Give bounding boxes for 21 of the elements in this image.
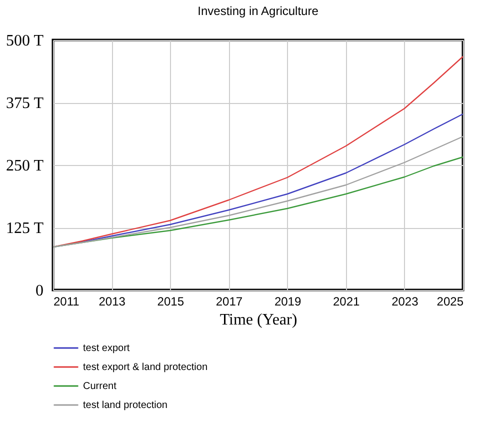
line-series	[52, 56, 464, 248]
chart-title: Investing in Agriculture	[198, 4, 319, 18]
x-tick-label: 2011	[54, 294, 80, 308]
x-tick-label: 2019	[274, 294, 302, 308]
y-tick-label: 250 T	[6, 158, 44, 174]
x-tick-label: 2017	[216, 294, 243, 308]
x-tick-label: 2023	[392, 294, 419, 308]
legend-label: test land protection	[83, 400, 168, 411]
x-tick-label: 2021	[333, 294, 360, 308]
legend-label: test export & land protection	[83, 362, 208, 373]
y-tick-label: 375 T	[6, 95, 44, 112]
x-axis-title: Time (Year)	[220, 312, 298, 328]
legend-label: Current	[83, 381, 117, 392]
y-tick-label: 125 T	[6, 220, 44, 237]
x-tick-label: 2025	[436, 294, 464, 308]
legend-label: test export	[83, 343, 130, 354]
x-tick-label: 2013	[98, 294, 126, 308]
line-series	[52, 136, 464, 248]
y-tick-label: 0	[36, 282, 44, 300]
x-tick-label: 2015	[157, 294, 184, 308]
y-tick-label: 500 T	[6, 32, 44, 50]
